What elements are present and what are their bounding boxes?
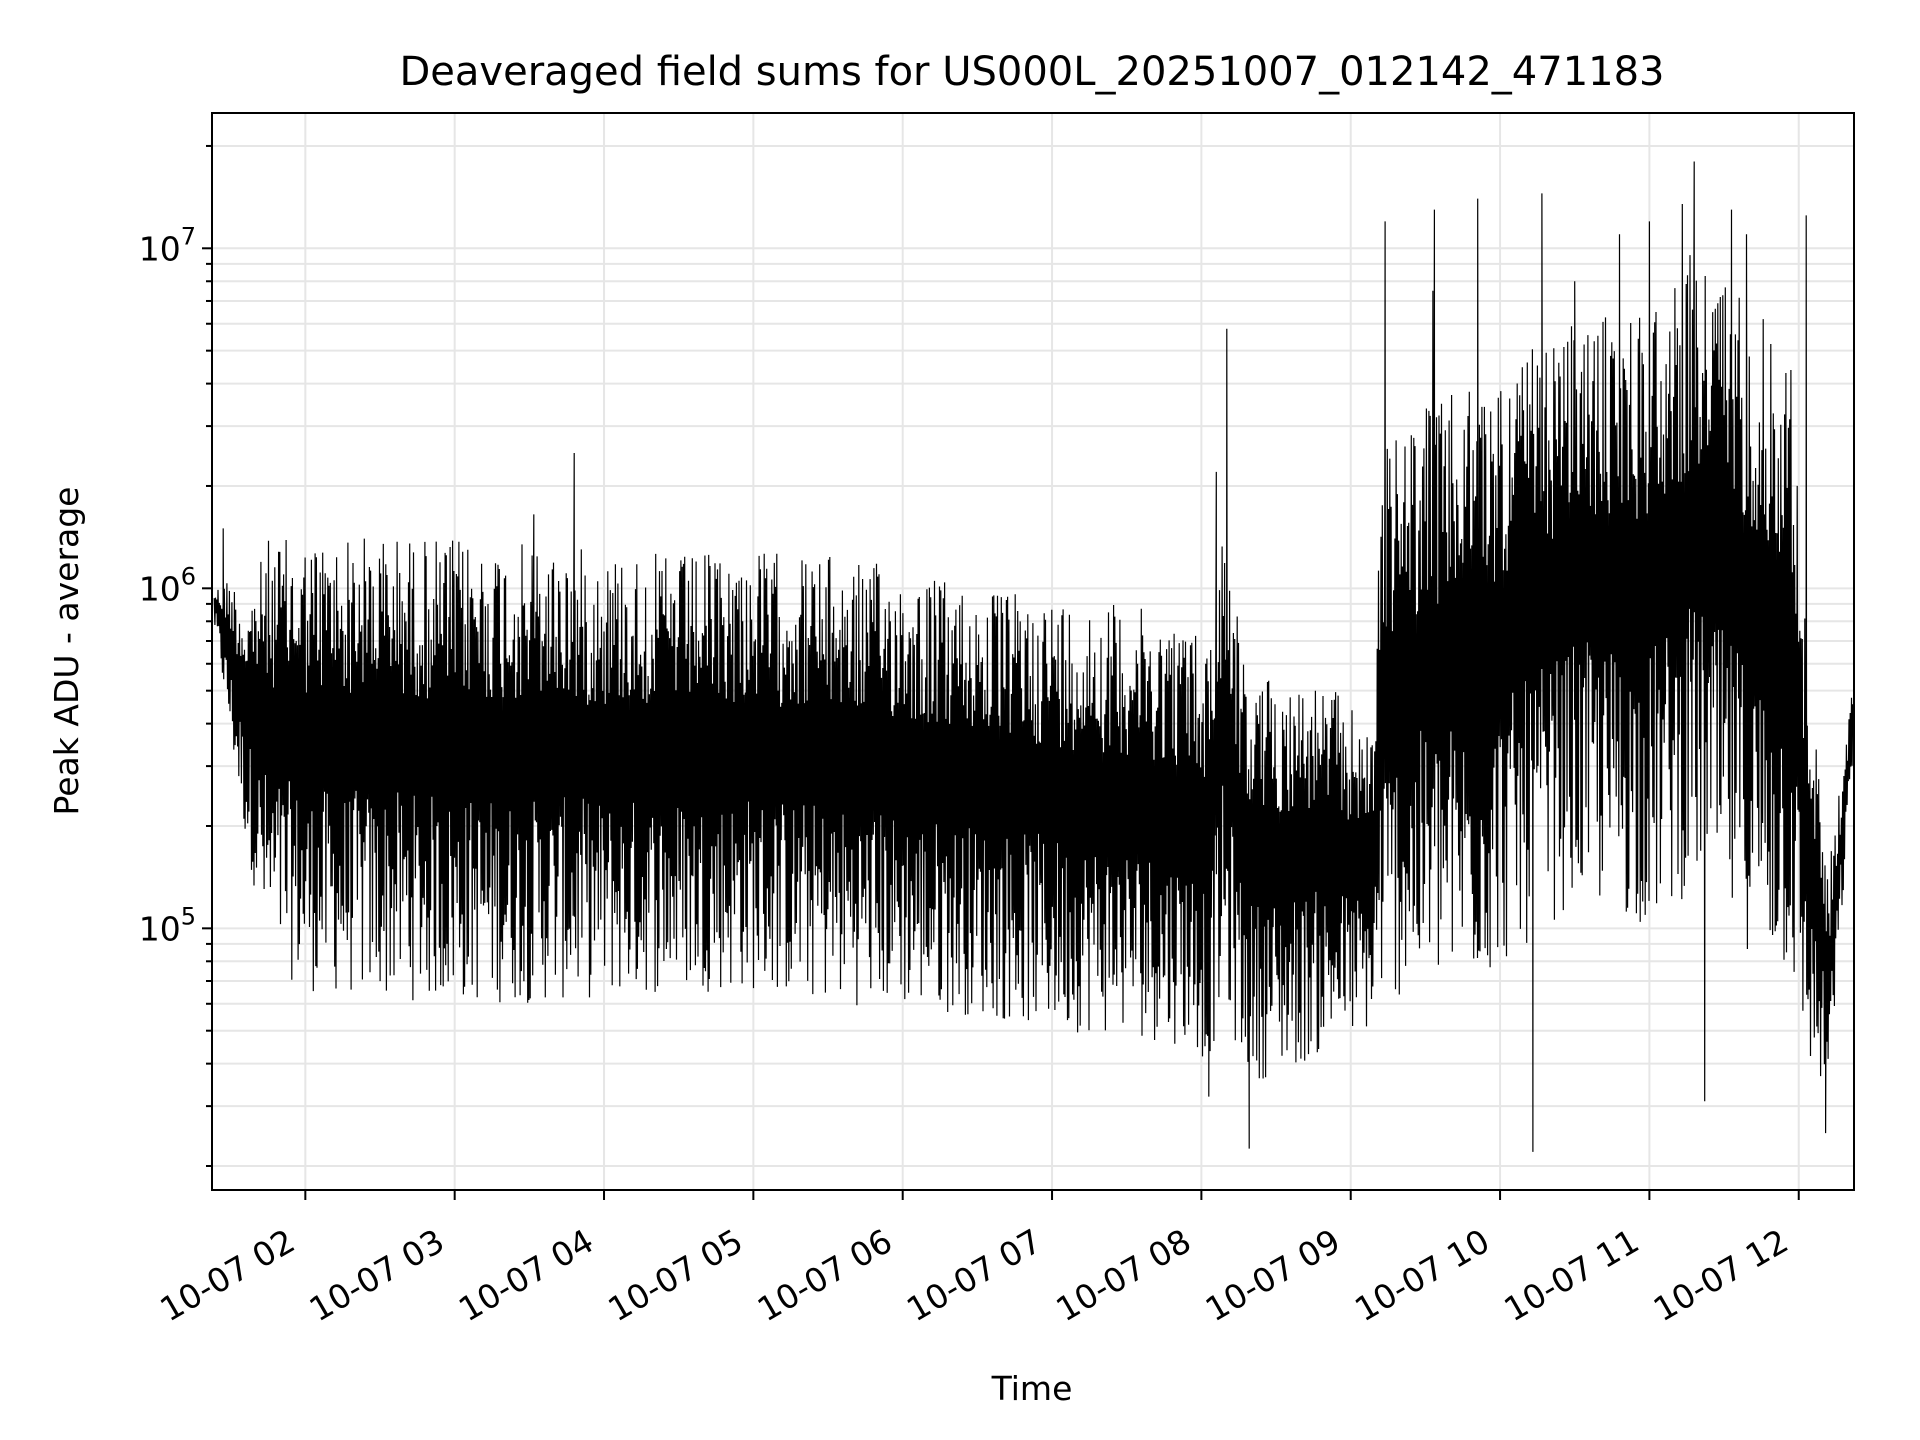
plot-frame [211,112,1855,1191]
plot-area [213,161,1854,1152]
x-axis-label: Time [991,1369,1073,1408]
series-line [213,161,1854,1152]
y-tick-label: 106 [139,562,196,608]
y-axis: 105 106 107 [139,144,212,1168]
chart-title: Deaveraged field sums for US000L_2025100… [400,49,1665,95]
y-tick-label: 105 [139,902,196,948]
y-axis-label: Peak ADU - average [47,487,86,816]
y-tick-label: 107 [139,222,196,268]
